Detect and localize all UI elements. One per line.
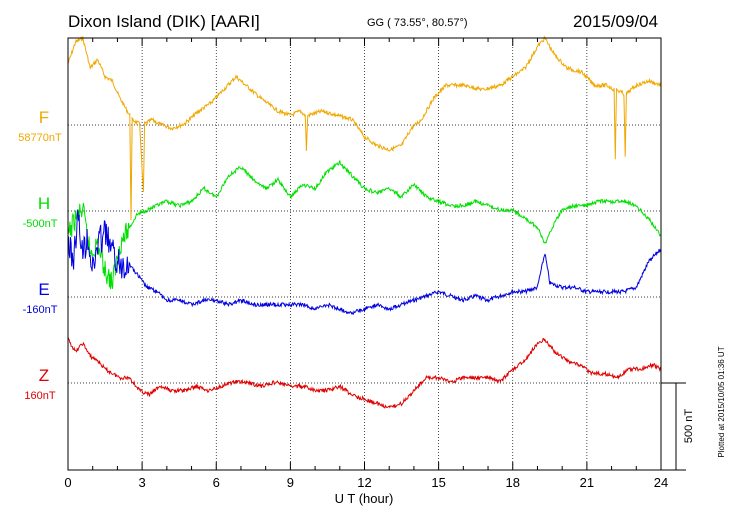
series-name-f: F [39, 108, 49, 127]
series-baseline-z: 160nT [24, 390, 55, 402]
series-line-f [67, 35, 662, 221]
series-name-e: E [38, 280, 49, 299]
series-baseline-h: -500nT [23, 218, 58, 230]
station-coordinates: GG ( 73.55°, 80.57°) [367, 17, 468, 29]
grid-lines [68, 38, 661, 470]
plotted-timestamp: Plotted at 2015/10/05 01:36 UT [717, 346, 726, 457]
x-tick-label: 24 [654, 475, 668, 490]
series-line-z [67, 337, 662, 409]
series-line-e [67, 209, 662, 315]
series-name-z: Z [39, 366, 49, 385]
x-axis-label: U T (hour) [335, 491, 394, 506]
x-axis-ticks: 0 3 6 9 12 15 18 21 24 [64, 38, 668, 490]
x-tick-label: 3 [139, 475, 146, 490]
series-line-h [67, 159, 662, 290]
x-tick-label: 18 [506, 475, 520, 490]
x-tick-label: 0 [64, 475, 71, 490]
x-tick-label: 12 [357, 475, 371, 490]
x-tick-label: 15 [431, 475, 445, 490]
x-tick-label: 21 [580, 475, 594, 490]
scale-bar-label: 500 nT [683, 409, 695, 444]
x-tick-label: 9 [287, 475, 294, 490]
scale-bar: 500 nT [661, 382, 695, 471]
x-tick-label: 6 [213, 475, 220, 490]
series-labels: F 58770nT H -500nT E -160nT Z 160nT [18, 108, 62, 402]
series-baseline-f: 58770nT [18, 132, 62, 144]
series-name-h: H [38, 194, 50, 213]
plot-date: 2015/09/04 [573, 12, 659, 31]
station-title: Dixon Island (DIK) [AARI] [68, 12, 260, 31]
series-lines [67, 35, 662, 409]
series-baseline-e: -160nT [23, 304, 58, 316]
